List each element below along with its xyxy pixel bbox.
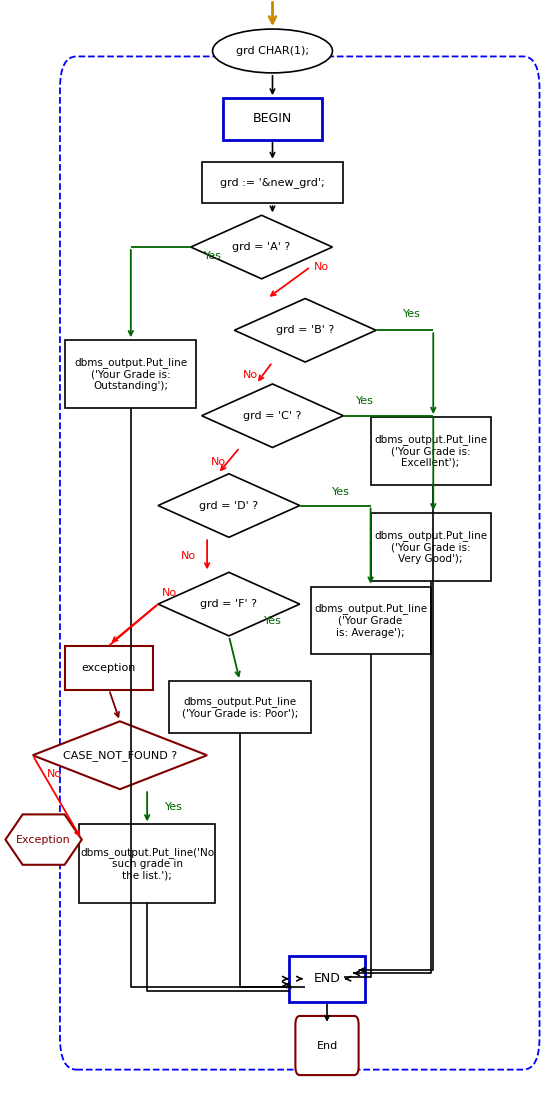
Text: No: No <box>210 456 226 466</box>
Polygon shape <box>234 298 376 362</box>
Text: dbms_output.Put_line
('Your Grade
is: Average');: dbms_output.Put_line ('Your Grade is: Av… <box>314 603 427 637</box>
Text: grd := '&new_grd';: grd := '&new_grd'; <box>220 177 325 188</box>
Text: Yes: Yes <box>332 487 349 497</box>
Text: dbms_output.Put_line
('Your Grade is: Poor');: dbms_output.Put_line ('Your Grade is: Po… <box>181 695 298 719</box>
Text: Yes: Yes <box>356 396 374 407</box>
Polygon shape <box>158 474 300 538</box>
Text: dbms_output.Put_line('No
such grade in
the list.');: dbms_output.Put_line('No such grade in t… <box>80 847 214 881</box>
Bar <box>289 955 365 1002</box>
Polygon shape <box>202 384 343 448</box>
Bar <box>79 824 215 903</box>
Text: Yes: Yes <box>264 615 281 625</box>
Text: No: No <box>161 588 177 598</box>
Text: grd = 'D' ?: grd = 'D' ? <box>199 500 258 510</box>
Bar <box>65 646 153 690</box>
Bar <box>202 161 343 203</box>
Bar <box>311 587 431 655</box>
Text: End: End <box>317 1041 337 1051</box>
Text: No: No <box>180 551 196 561</box>
Text: grd = 'C' ?: grd = 'C' ? <box>243 410 302 421</box>
Text: grd = 'B' ?: grd = 'B' ? <box>276 326 334 336</box>
Polygon shape <box>33 722 207 789</box>
Bar <box>223 98 322 139</box>
Text: Yes: Yes <box>204 251 221 261</box>
Bar <box>169 681 311 734</box>
Text: dbms_output.Put_line
('Your Grade is:
Excellent');: dbms_output.Put_line ('Your Grade is: Ex… <box>374 433 487 467</box>
Text: No: No <box>243 370 258 381</box>
Polygon shape <box>191 215 332 279</box>
Bar <box>371 417 490 485</box>
Text: END: END <box>313 972 341 985</box>
Text: No: No <box>314 262 329 272</box>
Text: Yes: Yes <box>403 309 420 319</box>
Ellipse shape <box>213 30 332 72</box>
Text: CASE_NOT_FOUND ?: CASE_NOT_FOUND ? <box>63 750 177 760</box>
Text: No: No <box>47 769 62 779</box>
FancyBboxPatch shape <box>295 1016 359 1075</box>
Text: Exception: Exception <box>16 835 71 845</box>
Bar <box>65 340 196 408</box>
Text: Yes: Yes <box>166 802 183 812</box>
Polygon shape <box>158 573 300 636</box>
Text: grd CHAR(1);: grd CHAR(1); <box>236 46 309 56</box>
Polygon shape <box>5 814 82 864</box>
Bar <box>371 513 490 581</box>
Text: dbms_output.Put_line
('Your Grade is:
Outstanding');: dbms_output.Put_line ('Your Grade is: Ou… <box>74 357 187 392</box>
Text: grd = 'F' ?: grd = 'F' ? <box>201 599 257 609</box>
Text: dbms_output.Put_line
('Your Grade is:
Very Good');: dbms_output.Put_line ('Your Grade is: Ve… <box>374 530 487 564</box>
Text: grd = 'A' ?: grd = 'A' ? <box>233 242 290 252</box>
Text: BEGIN: BEGIN <box>253 112 292 125</box>
Text: exception: exception <box>82 663 136 672</box>
